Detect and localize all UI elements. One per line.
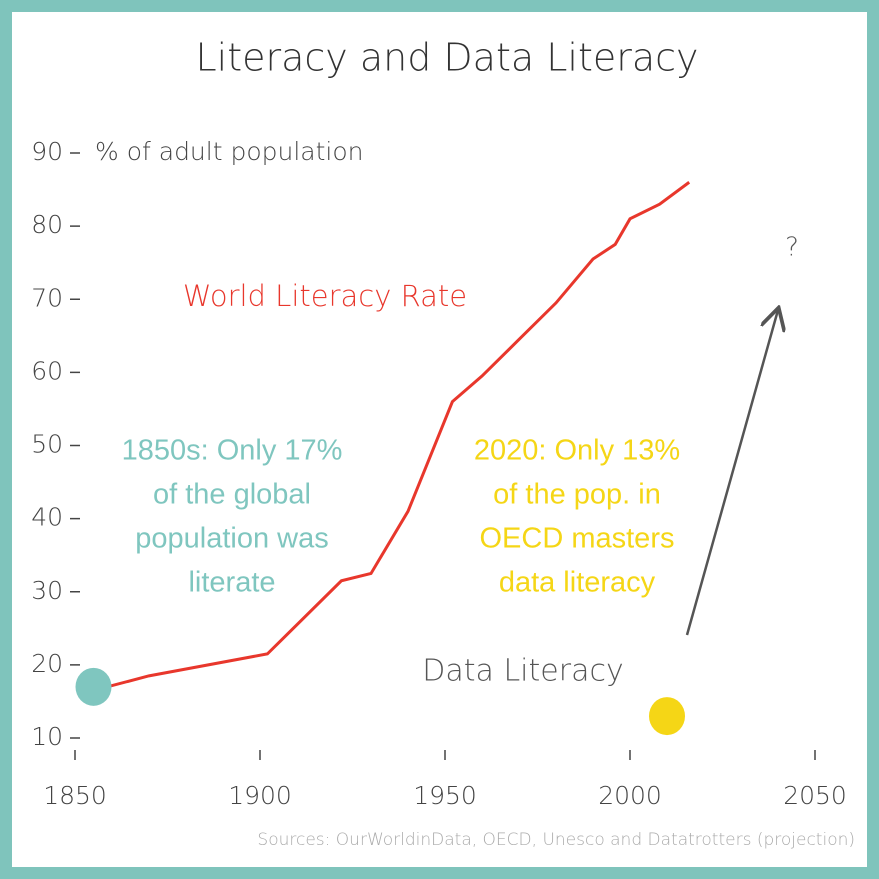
x-tick-label: 2000 — [598, 781, 662, 810]
y-axis-label: % of adult population — [95, 137, 364, 166]
chart-title: Literacy and Data Literacy — [195, 36, 698, 80]
annotation: 1850s: Only 17% — [122, 435, 343, 467]
point — [649, 697, 685, 736]
annotation: of the global — [153, 479, 311, 511]
annotation: data literacy — [499, 567, 656, 599]
annotation: of the pop. in — [493, 479, 661, 511]
line — [93, 181, 691, 692]
x-tick-label: 1900 — [228, 781, 292, 810]
y-tick-label: 70 — [31, 283, 63, 312]
point — [75, 667, 112, 706]
x-tick-label: 1850 — [43, 781, 107, 810]
y-tick-label: 10 — [31, 722, 63, 751]
annotation: population was — [135, 523, 328, 555]
annotation: literate — [188, 567, 275, 599]
y-tick-label: 90 — [31, 137, 63, 166]
plot-background — [12, 12, 867, 867]
x-tick-label: 1950 — [413, 781, 477, 810]
y-tick-label: 30 — [31, 576, 63, 605]
annotation: ? — [785, 233, 799, 263]
y-tick-label: 20 — [31, 649, 63, 678]
y-tick-label: 60 — [31, 356, 63, 385]
x-tick-label: 2050 — [783, 781, 847, 810]
annotation: Data Literacy — [422, 654, 623, 689]
annotation: 2020: Only 13% — [474, 435, 680, 467]
annotation: OECD masters — [480, 523, 675, 555]
y-tick-label: 50 — [31, 430, 63, 459]
y-tick-label: 80 — [31, 210, 63, 239]
source: Sources: OurWorldinData, OECD, Unesco an… — [257, 830, 855, 850]
series-label: World Literacy Rate — [183, 279, 467, 313]
projection-arrow — [685, 310, 778, 636]
y-tick-label: 40 — [31, 503, 63, 532]
